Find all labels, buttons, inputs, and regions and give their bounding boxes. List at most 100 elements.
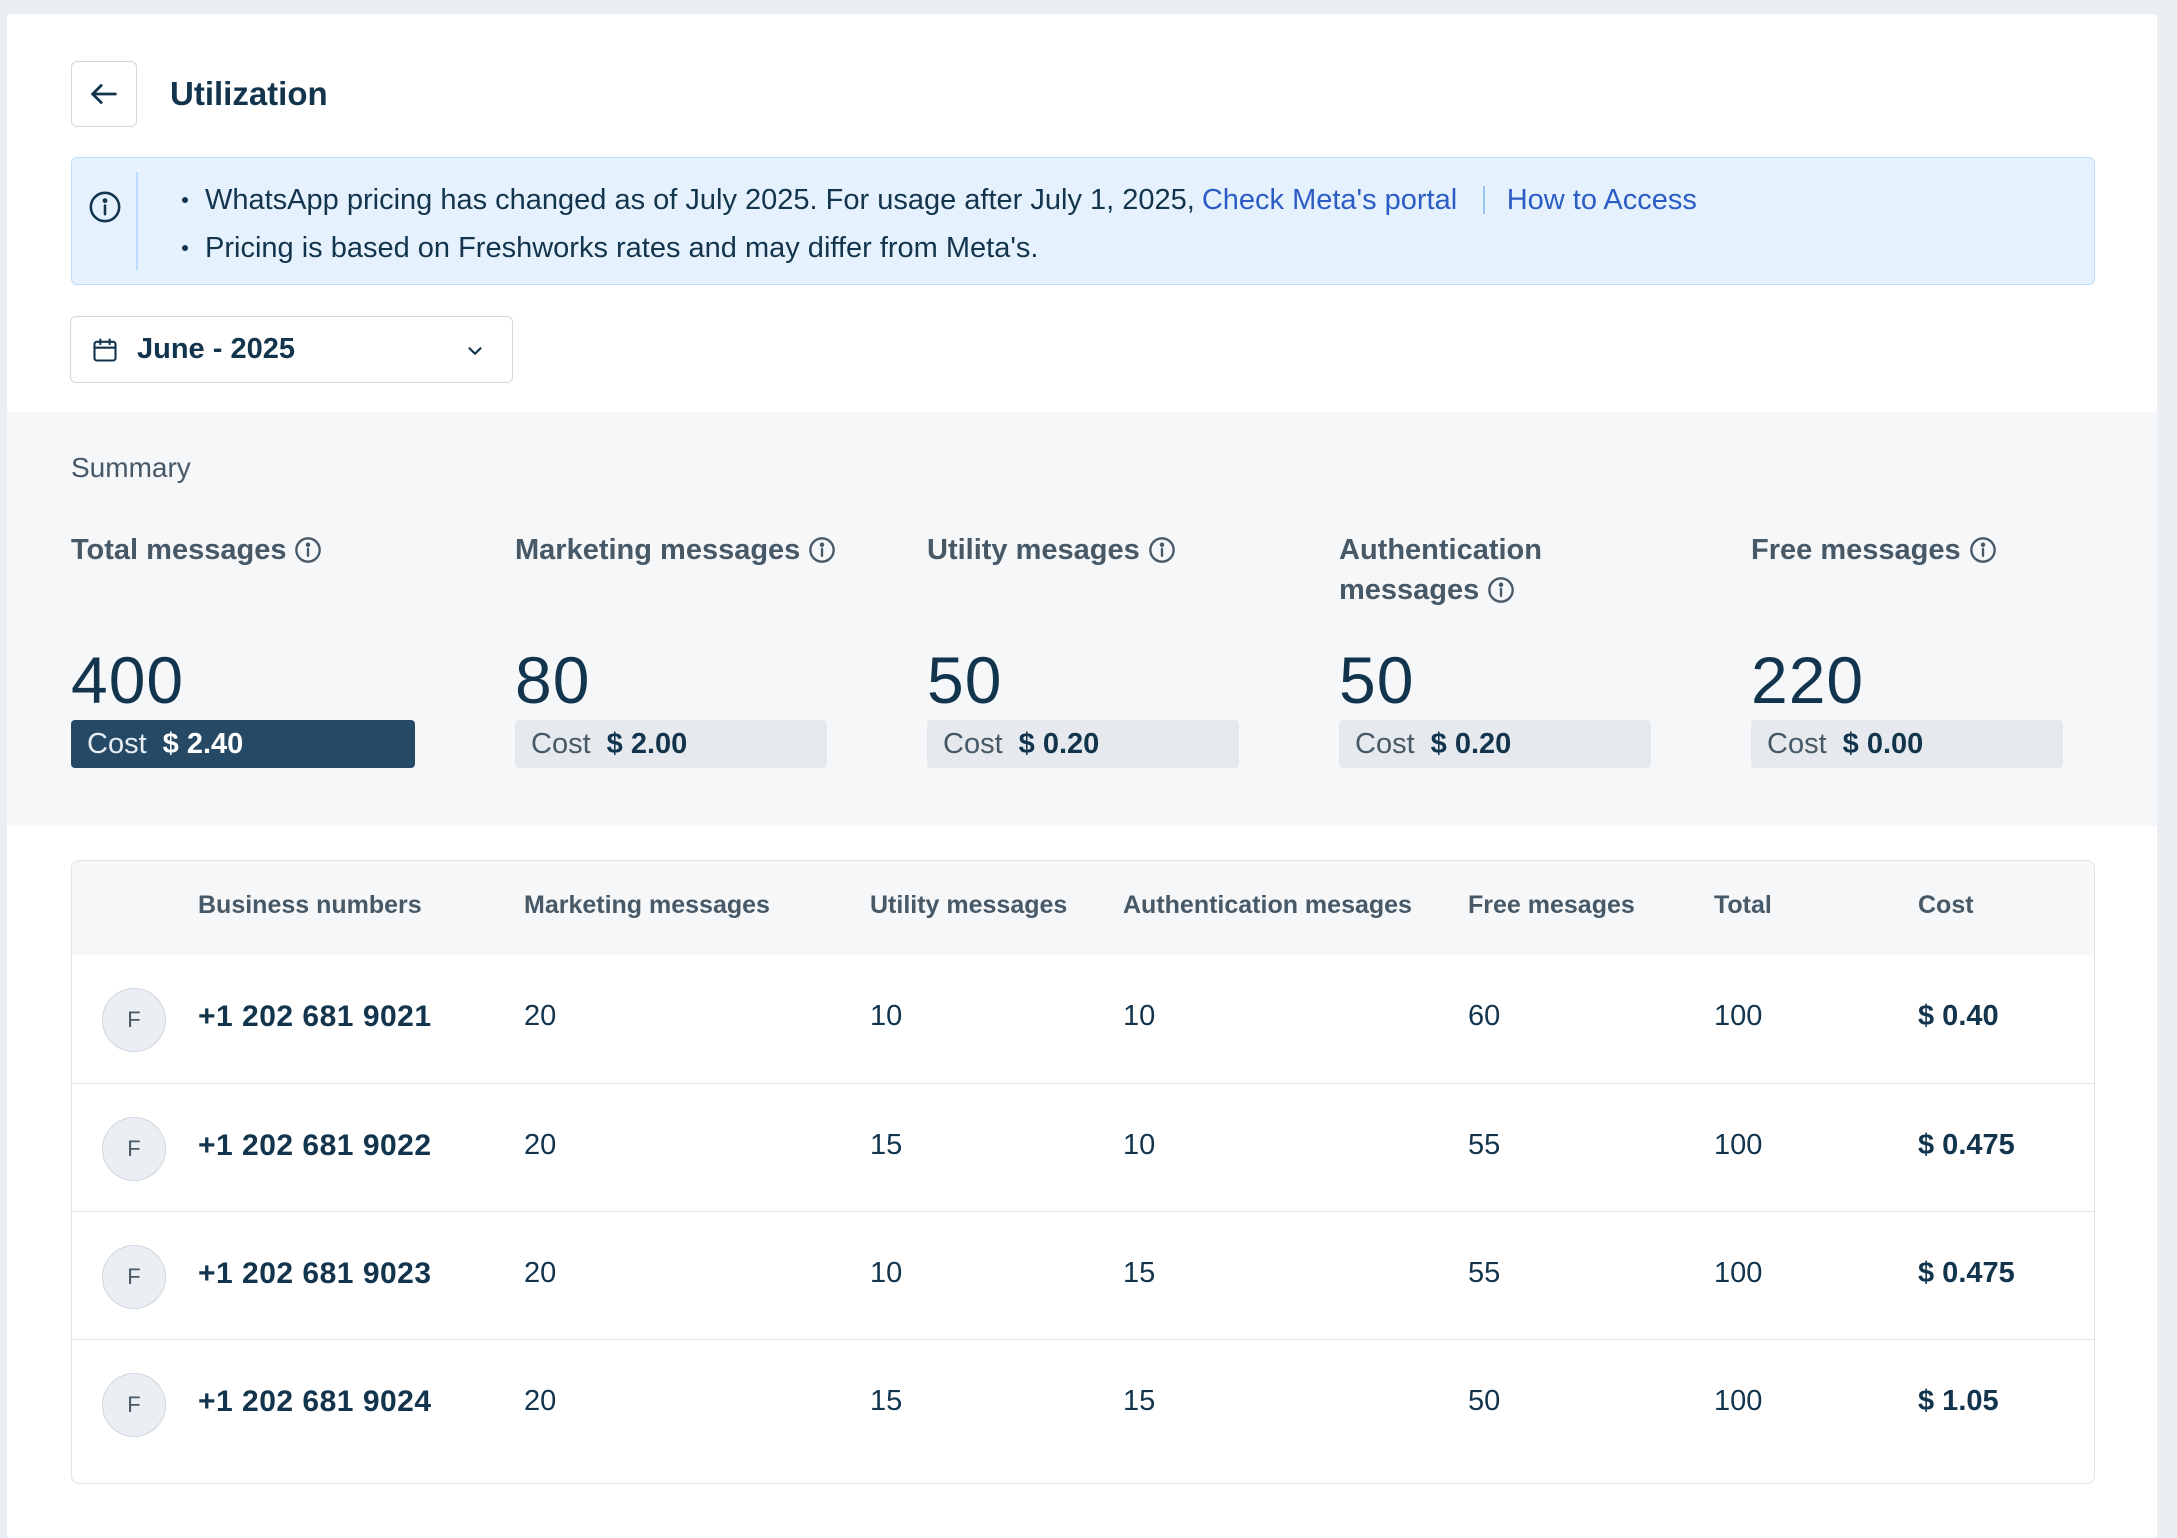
cost-label: Cost bbox=[1767, 727, 1827, 760]
cell-total: 100 bbox=[1714, 1000, 1763, 1032]
summary-title: Summary bbox=[71, 452, 191, 483]
cell-free: 50 bbox=[1468, 1385, 1501, 1417]
table-header: Business numbers Marketing messages Util… bbox=[72, 861, 2094, 955]
banner-line-pricing-change: WhatsApp pricing has changed as of July … bbox=[180, 176, 1697, 224]
metric-utility-messages: Utility mesages 50 Cost $ 0.20 bbox=[927, 530, 1307, 768]
bullet bbox=[182, 245, 188, 251]
cell-cost: $ 0.475 bbox=[1918, 1129, 2015, 1161]
table-row[interactable]: F +1 202 681 9021 20 10 10 60 100 $ 0.40 bbox=[72, 955, 2094, 1083]
cell-cost: $ 0.40 bbox=[1918, 1000, 1999, 1032]
pricing-info-banner: WhatsApp pricing has changed as of July … bbox=[71, 157, 2095, 285]
metric-label-text: Free messages bbox=[1751, 534, 1961, 566]
column-header: Marketing messages bbox=[524, 891, 770, 919]
business-number: +1 202 681 9022 bbox=[198, 1129, 432, 1162]
metric-marketing-messages: Marketing messages 80 Cost $ 2.00 bbox=[515, 530, 895, 768]
metric-value: 400 bbox=[71, 643, 185, 717]
banner-text-2: Pricing is based on Freshworks rates and… bbox=[205, 231, 1039, 264]
info-icon[interactable] bbox=[294, 536, 322, 564]
link-separator bbox=[1483, 186, 1485, 214]
metric-label-text: Authentication messages bbox=[1339, 534, 1542, 606]
cell-authentication: 15 bbox=[1123, 1385, 1156, 1417]
cost-amount: $ 0.00 bbox=[1842, 727, 1924, 760]
banner-list: WhatsApp pricing has changed as of July … bbox=[180, 176, 1697, 272]
column-header: Cost bbox=[1918, 891, 1974, 919]
info-icon[interactable] bbox=[808, 536, 836, 564]
cost-amount: $ 2.00 bbox=[606, 727, 688, 760]
cost-pill: Cost $ 0.20 bbox=[1339, 720, 1651, 768]
column-header: Free mesages bbox=[1468, 891, 1635, 919]
chevron-down-icon bbox=[468, 347, 482, 355]
check-meta-portal-link[interactable]: Check Meta's portal bbox=[1201, 183, 1458, 216]
info-icon[interactable] bbox=[1487, 576, 1515, 604]
metric-value: 50 bbox=[927, 643, 1003, 717]
avatar: F bbox=[102, 988, 166, 1052]
cell-utility: 15 bbox=[870, 1385, 903, 1417]
cell-utility: 15 bbox=[870, 1129, 903, 1161]
metric-value: 50 bbox=[1339, 643, 1415, 717]
business-numbers-table: Business numbers Marketing messages Util… bbox=[71, 860, 2095, 1484]
metric-value: 80 bbox=[515, 643, 591, 717]
business-number: +1 202 681 9021 bbox=[198, 1000, 432, 1033]
utilization-panel: Utilization WhatsApp pricing has changed… bbox=[7, 14, 2157, 1538]
cost-label: Cost bbox=[943, 727, 1003, 760]
table-row[interactable]: F +1 202 681 9024 20 15 15 50 100 $ 1.05 bbox=[72, 1339, 2094, 1467]
cell-marketing: 20 bbox=[524, 1385, 557, 1417]
cell-marketing: 20 bbox=[524, 1257, 557, 1289]
cell-free: 60 bbox=[1468, 1000, 1501, 1032]
cost-amount: $ 0.20 bbox=[1018, 727, 1100, 760]
metric-total-messages: Total messages 400 Cost $ 2.40 bbox=[71, 530, 451, 768]
cost-amount: $ 2.40 bbox=[162, 727, 244, 760]
metric-label-text: Total messages bbox=[71, 534, 287, 566]
table-row[interactable]: F +1 202 681 9023 20 10 15 55 100 $ 0.47… bbox=[72, 1211, 2094, 1339]
cost-label: Cost bbox=[531, 727, 591, 760]
info-icon[interactable] bbox=[1148, 536, 1176, 564]
cost-pill: Cost $ 2.40 bbox=[71, 720, 415, 768]
banner-line-pricing-basis: Pricing is based on Freshworks rates and… bbox=[180, 224, 1697, 272]
calendar-icon bbox=[93, 337, 117, 362]
metric-label: Marketing messages bbox=[515, 530, 895, 570]
info-icon[interactable] bbox=[1969, 536, 1997, 564]
cell-total: 100 bbox=[1714, 1129, 1763, 1161]
metric-value: 220 bbox=[1751, 643, 1865, 717]
cost-pill: Cost $ 0.20 bbox=[927, 720, 1239, 768]
metric-authentication-messages: Authentication messages 50 Cost $ 0.20 bbox=[1339, 530, 1651, 768]
cell-marketing: 20 bbox=[524, 1129, 557, 1161]
arrow-left-icon bbox=[91, 84, 117, 104]
info-icon bbox=[89, 191, 121, 223]
cell-utility: 10 bbox=[870, 1257, 903, 1289]
metric-label: Authentication messages bbox=[1339, 530, 1599, 610]
metric-label-text: Marketing messages bbox=[515, 534, 801, 566]
cell-total: 100 bbox=[1714, 1257, 1763, 1289]
column-header: Total bbox=[1714, 891, 1772, 919]
metric-label: Free messages bbox=[1751, 530, 2131, 570]
cell-authentication: 10 bbox=[1123, 1129, 1156, 1161]
metric-free-messages: Free messages 220 Cost $ 0.00 bbox=[1751, 530, 2131, 768]
metric-label-text: Utility mesages bbox=[927, 534, 1140, 566]
avatar: F bbox=[102, 1373, 166, 1437]
cost-pill: Cost $ 0.00 bbox=[1751, 720, 2063, 768]
summary-section: Summary Total messages 400 Cost $ 2.40 M… bbox=[7, 412, 2157, 826]
cost-amount: $ 0.20 bbox=[1430, 727, 1512, 760]
metric-label: Total messages bbox=[71, 530, 451, 570]
page-header: Utilization bbox=[71, 61, 328, 127]
banner-text-1: WhatsApp pricing has changed as of July … bbox=[205, 183, 1195, 216]
bullet bbox=[182, 197, 188, 203]
how-to-access-link[interactable]: How to Access bbox=[1506, 183, 1697, 216]
metric-label: Utility mesages bbox=[927, 530, 1307, 570]
banner-divider bbox=[136, 172, 138, 270]
table-row[interactable]: F +1 202 681 9022 20 15 10 55 100 $ 0.47… bbox=[72, 1083, 2094, 1211]
cost-label: Cost bbox=[87, 727, 147, 760]
business-number: +1 202 681 9024 bbox=[198, 1385, 432, 1418]
cell-cost: $ 0.475 bbox=[1918, 1257, 2015, 1289]
cell-total: 100 bbox=[1714, 1385, 1763, 1417]
cost-label: Cost bbox=[1355, 727, 1415, 760]
page-title: Utilization bbox=[170, 75, 328, 112]
month-select[interactable]: June - 2025 bbox=[70, 316, 513, 383]
cell-authentication: 15 bbox=[1123, 1257, 1156, 1289]
cell-cost: $ 1.05 bbox=[1918, 1385, 1999, 1417]
column-header: Authentication mesages bbox=[1123, 891, 1412, 919]
month-select-value: June - 2025 bbox=[137, 333, 295, 365]
avatar: F bbox=[102, 1245, 166, 1309]
cell-utility: 10 bbox=[870, 1000, 903, 1032]
back-button[interactable] bbox=[71, 61, 137, 127]
